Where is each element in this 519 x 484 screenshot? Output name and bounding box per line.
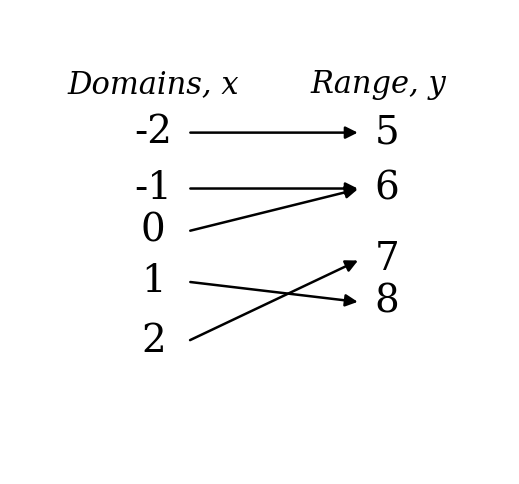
Text: 1: 1 bbox=[141, 263, 166, 300]
Text: 5: 5 bbox=[374, 114, 399, 151]
Text: Range, y: Range, y bbox=[311, 69, 446, 100]
Text: 8: 8 bbox=[374, 284, 399, 321]
Text: 0: 0 bbox=[141, 213, 166, 250]
Text: -1: -1 bbox=[134, 170, 172, 207]
Text: Domains, x: Domains, x bbox=[67, 69, 239, 100]
Text: 6: 6 bbox=[374, 170, 399, 207]
Text: 2: 2 bbox=[141, 323, 166, 360]
Text: 7: 7 bbox=[374, 241, 399, 278]
Text: -2: -2 bbox=[134, 114, 172, 151]
